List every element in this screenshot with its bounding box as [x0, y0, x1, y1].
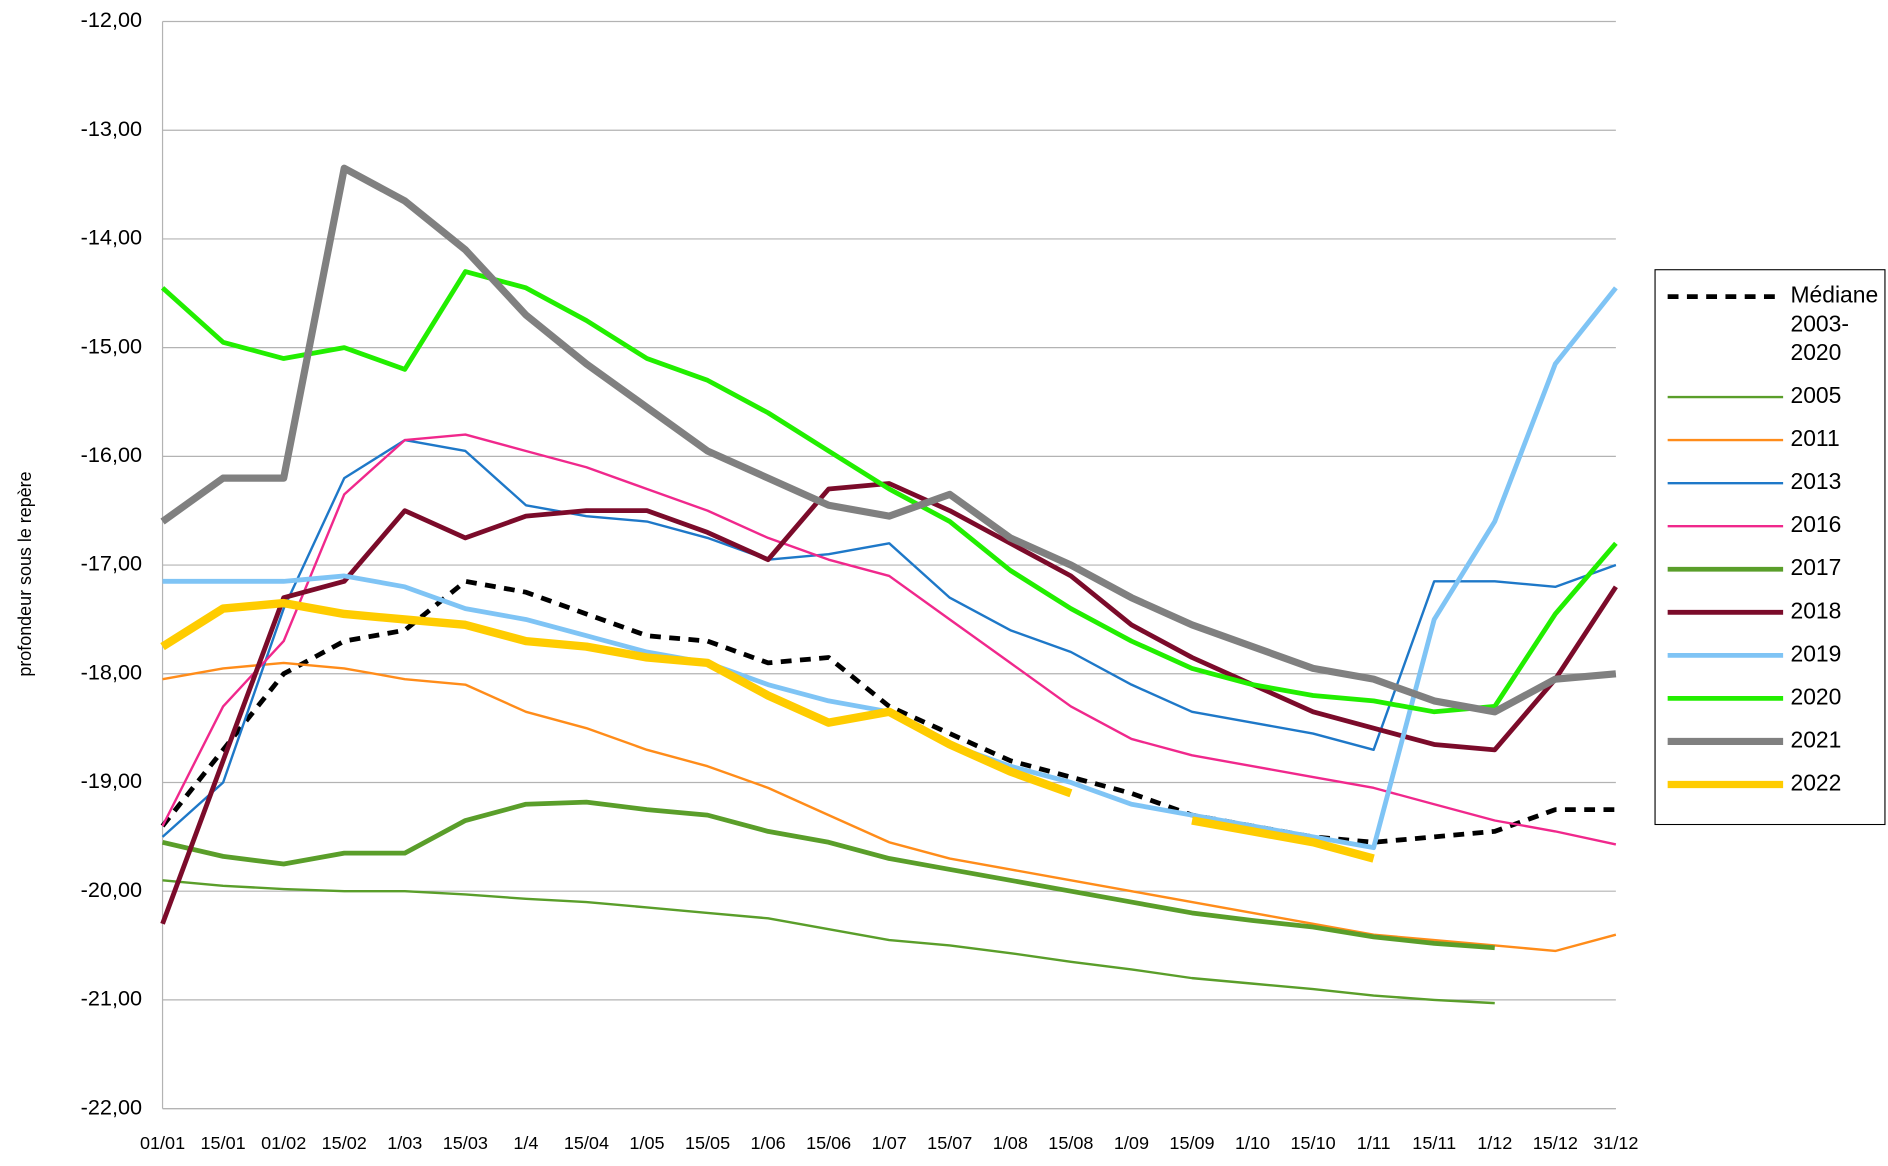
legend-swatch [1667, 395, 1784, 399]
legend-entry: 2005 [1663, 383, 1880, 412]
legend-entry: 2021 [1663, 727, 1880, 756]
x-tick-label: 15/12 [1533, 1133, 1578, 1153]
series-line [160, 164, 1617, 716]
legend-entry: 2022 [1663, 770, 1880, 799]
legend-swatch [1667, 780, 1784, 789]
y-tick-label: -17,00 [81, 551, 142, 576]
y-tick-label: -16,00 [81, 442, 142, 467]
legend-swatch [1667, 294, 1784, 299]
x-tick-label: 15/10 [1291, 1133, 1336, 1153]
legend-swatch [1667, 481, 1784, 485]
legend-swatch [1667, 696, 1784, 701]
legend-entry: 2020 [1663, 684, 1880, 713]
legend-label: 2021 [1790, 728, 1842, 754]
legend-swatch [1667, 737, 1784, 746]
y-tick-label: -19,00 [81, 768, 142, 793]
x-tick-label: 15/02 [322, 1133, 367, 1153]
x-tick-label: 15/11 [1412, 1133, 1456, 1153]
legend-label: 2019 [1790, 642, 1842, 668]
x-tick-label: 15/08 [1048, 1133, 1093, 1153]
x-tick-label: 1/05 [629, 1133, 664, 1153]
y-tick-label: -21,00 [81, 986, 142, 1011]
y-tick-label: -20,00 [81, 877, 142, 902]
lines [160, 164, 1618, 1003]
series-line [160, 481, 1618, 925]
x-tick-label: 01/01 [140, 1133, 185, 1153]
series-line [160, 598, 1375, 863]
legend-entry: 2011 [1663, 426, 1880, 455]
x-tick-label: 15/01 [201, 1133, 246, 1153]
series-line [160, 269, 1618, 715]
x-tick-label: 1/09 [1114, 1133, 1149, 1153]
legend: Médiane 2003-2020 2005 2011 2013 2016 2017 201… [1654, 269, 1886, 826]
legend-label: 2016 [1790, 513, 1842, 539]
legend-entry: 2013 [1663, 469, 1880, 498]
legend-label: 2011 [1790, 426, 1840, 453]
y-tick-label: -14,00 [81, 225, 142, 250]
legend-swatch [1667, 566, 1784, 572]
y-axis-title: profondeur sous le repère [15, 471, 35, 676]
legend-label: 2020 [1790, 685, 1842, 711]
y-tick-label: -22,00 [81, 1094, 142, 1119]
x-tick-label: 15/05 [685, 1133, 730, 1153]
series-line [160, 578, 1616, 845]
legend-swatch [1667, 438, 1784, 442]
x-tick-label: 1/4 [513, 1133, 538, 1153]
y-tick-label: -15,00 [81, 333, 142, 358]
x-tick-label: 1/12 [1477, 1133, 1512, 1153]
legend-swatch [1667, 609, 1784, 615]
x-tick-label: 15/09 [1169, 1133, 1214, 1153]
series-line [162, 661, 1617, 953]
x-tick-label: 1/10 [1235, 1133, 1270, 1153]
legend-entry: 2018 [1663, 598, 1880, 627]
y-tick-label: -18,00 [81, 660, 142, 685]
legend-label: Médiane 2003-2020 [1790, 283, 1879, 366]
x-tick-label: 15/06 [806, 1133, 851, 1153]
y-tick-label: -12,00 [81, 7, 142, 32]
x-tick-label: 1/07 [872, 1133, 907, 1153]
legend-swatch [1667, 524, 1784, 528]
legend-swatch [1667, 652, 1784, 658]
x-tick-label: 31/12 [1593, 1133, 1638, 1153]
x-tick-label: 15/07 [927, 1133, 972, 1153]
y-tick-label: -13,00 [81, 116, 142, 141]
legend-entry: 2016 [1663, 512, 1880, 541]
legend-label: 2018 [1790, 599, 1842, 625]
x-tick-label: 15/03 [443, 1133, 488, 1153]
x-tick-label: 15/04 [564, 1133, 609, 1153]
legend-entry: 2017 [1663, 555, 1880, 584]
legend-label: 2013 [1790, 469, 1842, 496]
legend-label: 2022 [1790, 771, 1842, 797]
series-line [161, 433, 1617, 846]
legend-entry: Médiane 2003-2020 [1663, 282, 1880, 368]
x-tick-label: 1/08 [993, 1133, 1028, 1153]
legend-entry: 2019 [1663, 641, 1880, 670]
legend-label: 2005 [1790, 383, 1842, 409]
x-tick-label: 01/02 [261, 1133, 306, 1153]
x-tick-label: 1/06 [751, 1133, 786, 1153]
x-tick-label: 1/03 [387, 1133, 422, 1153]
x-tick-label: 1/11 [1357, 1133, 1391, 1153]
legend-label: 2017 [1790, 556, 1842, 582]
legend-frame: Médiane 2003-2020 2005 2011 2013 2016 2017 201… [1654, 269, 1886, 826]
